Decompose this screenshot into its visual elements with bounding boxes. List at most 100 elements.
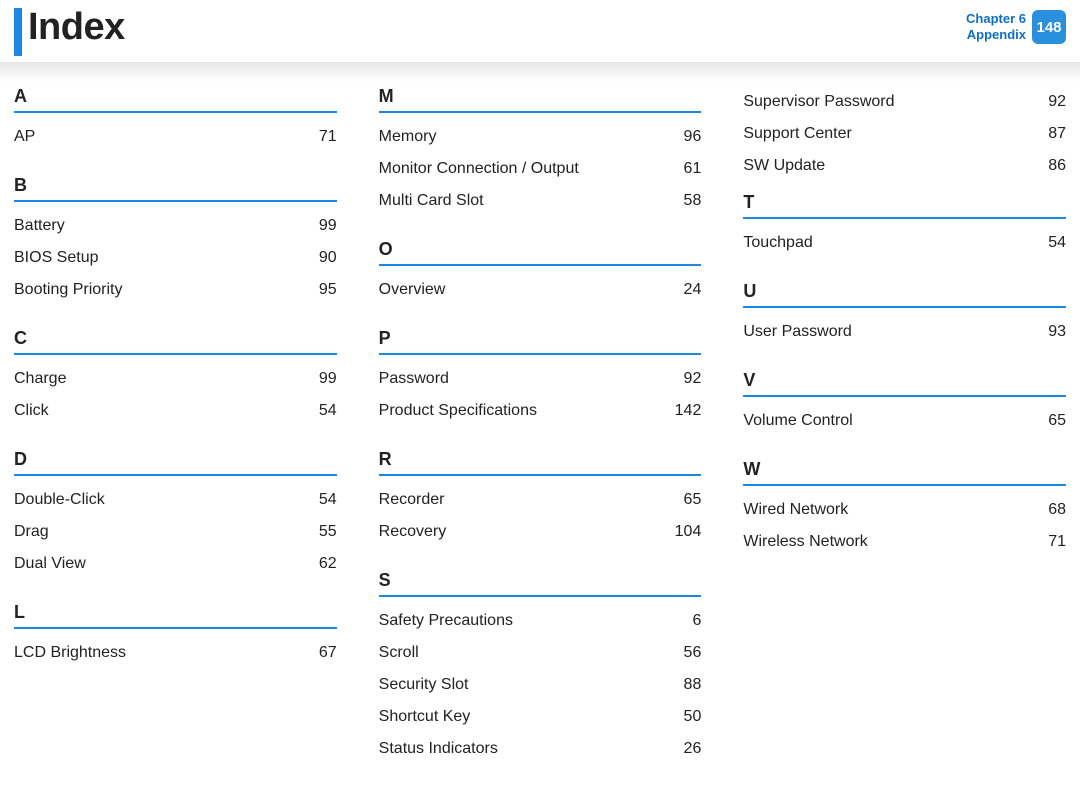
entry-page: 54 [319, 395, 337, 427]
index-section: LLCD Brightness67 [14, 602, 337, 669]
section-letter: M [379, 86, 702, 111]
entries-list: Wired Network68Wireless Network71 [743, 494, 1066, 558]
section-divider [743, 395, 1066, 397]
index-entry[interactable]: Scroll56 [379, 637, 702, 669]
index-section: D Double-Click54Drag 55Dual View62 [14, 449, 337, 580]
index-entry[interactable]: AP71 [14, 121, 337, 153]
entry-page: 55 [319, 516, 337, 548]
entry-term: Recovery [379, 516, 447, 548]
entry-page: 6 [692, 605, 701, 637]
entry-page: 71 [319, 121, 337, 153]
index-entry[interactable]: LCD Brightness 67 [14, 637, 337, 669]
entry-page: 54 [1048, 227, 1066, 259]
page-number-badge: 148 [1032, 10, 1066, 44]
index-section: S Safety Precautions 6Scroll56Security Slo… [379, 570, 702, 765]
section-divider [14, 627, 337, 629]
index-entry[interactable]: Battery99 [14, 210, 337, 242]
entry-page: 50 [684, 701, 702, 733]
entry-term: Booting Priority [14, 274, 123, 306]
index-entry[interactable]: Wireless Network71 [743, 526, 1066, 558]
entry-term: Status Indicators [379, 733, 498, 765]
chapter-label: Chapter 6 [966, 11, 1026, 27]
section-divider [379, 264, 702, 266]
index-entry[interactable]: Memory96 [379, 121, 702, 153]
entry-page: 65 [684, 484, 702, 516]
entries-list: User Password93 [743, 316, 1066, 348]
entry-page: 71 [1048, 526, 1066, 558]
section-letter: W [743, 459, 1066, 484]
index-section: BBattery99BIOS Setup90Booting Priority95 [14, 175, 337, 306]
entry-term: BIOS Setup [14, 242, 99, 274]
index-entry[interactable]: Drag 55 [14, 516, 337, 548]
index-entry[interactable]: Volume Control65 [743, 405, 1066, 437]
entry-term: Safety Precautions [379, 605, 513, 637]
index-entry[interactable]: Touchpad54 [743, 227, 1066, 259]
index-entry[interactable]: Click 54 [14, 395, 337, 427]
entries-list: Battery99BIOS Setup90Booting Priority 95 [14, 210, 337, 306]
index-section: A AP71 [14, 86, 337, 153]
entries-list: Double-Click54Drag 55Dual View62 [14, 484, 337, 580]
index-entry[interactable]: Overview24 [379, 274, 702, 306]
index-section: CCharge99Click54 [14, 328, 337, 427]
section-letter: S [379, 570, 702, 595]
entries-list: Supervisor Password92Support Center 87SW … [743, 86, 1066, 182]
index-entry[interactable]: Dual View62 [14, 548, 337, 580]
entry-page: 88 [684, 669, 702, 701]
entry-term: Click [14, 395, 49, 427]
index-entry[interactable]: SW Update86 [743, 150, 1066, 182]
entries-list: Charge99Click 54 [14, 363, 337, 427]
index-section: VVolume Control65 [743, 370, 1066, 437]
index-column: AAP71BBattery99BIOS Setup90Booting Prior… [14, 86, 337, 787]
section-letter: A [14, 86, 337, 111]
index-entry[interactable]: Wired Network68 [743, 494, 1066, 526]
entry-page: 67 [319, 637, 337, 669]
entry-term: Drag [14, 516, 49, 548]
index-entry[interactable]: BIOS Setup90 [14, 242, 337, 274]
index-entry[interactable]: Double-Click54 [14, 484, 337, 516]
appendix-label: Appendix [966, 27, 1026, 43]
entries-list: Memory96Monitor Connection / Output61Mul… [379, 121, 702, 217]
index-section: T Touchpad54 [743, 192, 1066, 259]
section-divider [14, 353, 337, 355]
index-entry[interactable]: Support Center 87 [743, 118, 1066, 150]
index-section: PPassword92Product Specifications142 [379, 328, 702, 427]
section-divider [379, 353, 702, 355]
entry-term: Security Slot [379, 669, 469, 701]
entries-list: Touchpad54 [743, 227, 1066, 259]
index-entry[interactable]: Safety Precautions 6 [379, 605, 702, 637]
entries-list: Recorder 65Recovery104 [379, 484, 702, 548]
entries-list: Password92Product Specifications142 [379, 363, 702, 427]
entry-term: Support Center [743, 118, 852, 150]
index-entry[interactable]: Multi Card Slot58 [379, 185, 702, 217]
entry-term: Recorder [379, 484, 445, 516]
entry-page: 95 [319, 274, 337, 306]
entry-page: 99 [319, 210, 337, 242]
index-section: UUser Password93 [743, 281, 1066, 348]
entry-page: 86 [1048, 150, 1066, 182]
section-letter: T [743, 192, 1066, 217]
entry-page: 65 [1048, 405, 1066, 437]
index-entry[interactable]: Status Indicators26 [379, 733, 702, 765]
entry-term: Monitor Connection / Output [379, 153, 579, 185]
index-entry[interactable]: Booting Priority 95 [14, 274, 337, 306]
section-divider [14, 474, 337, 476]
index-columns: AAP71BBattery99BIOS Setup90Booting Prior… [14, 86, 1066, 787]
index-entry[interactable]: Password92 [379, 363, 702, 395]
entry-term: LCD Brightness [14, 637, 126, 669]
entry-term: Overview [379, 274, 446, 306]
index-entry[interactable]: Recovery104 [379, 516, 702, 548]
section-divider [379, 111, 702, 113]
index-entry[interactable]: Shortcut Key50 [379, 701, 702, 733]
section-letter: D [14, 449, 337, 474]
index-entry[interactable]: Supervisor Password92 [743, 86, 1066, 118]
entry-page: 87 [1048, 118, 1066, 150]
index-entry[interactable]: Monitor Connection / Output61 [379, 153, 702, 185]
index-entry[interactable]: Recorder 65 [379, 484, 702, 516]
index-entry[interactable]: User Password93 [743, 316, 1066, 348]
index-entry[interactable]: Product Specifications142 [379, 395, 702, 427]
index-entry[interactable]: Security Slot 88 [379, 669, 702, 701]
index-entry[interactable]: Charge99 [14, 363, 337, 395]
section-divider [14, 200, 337, 202]
entry-page: 99 [319, 363, 337, 395]
index-section: RRecorder65Recovery104 [379, 449, 702, 548]
